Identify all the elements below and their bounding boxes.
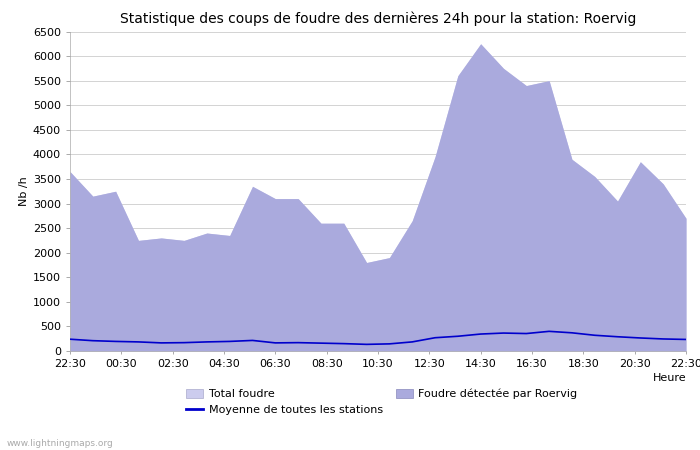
Y-axis label: Nb /h: Nb /h: [19, 176, 29, 206]
Title: Statistique des coups de foudre des dernières 24h pour la station: Roervig: Statistique des coups de foudre des dern…: [120, 12, 636, 26]
Text: Heure: Heure: [652, 374, 686, 383]
Legend: Total foudre, Moyenne de toutes les stations, Foudre détectée par Roervig: Total foudre, Moyenne de toutes les stat…: [186, 388, 578, 415]
Text: www.lightningmaps.org: www.lightningmaps.org: [7, 439, 113, 448]
